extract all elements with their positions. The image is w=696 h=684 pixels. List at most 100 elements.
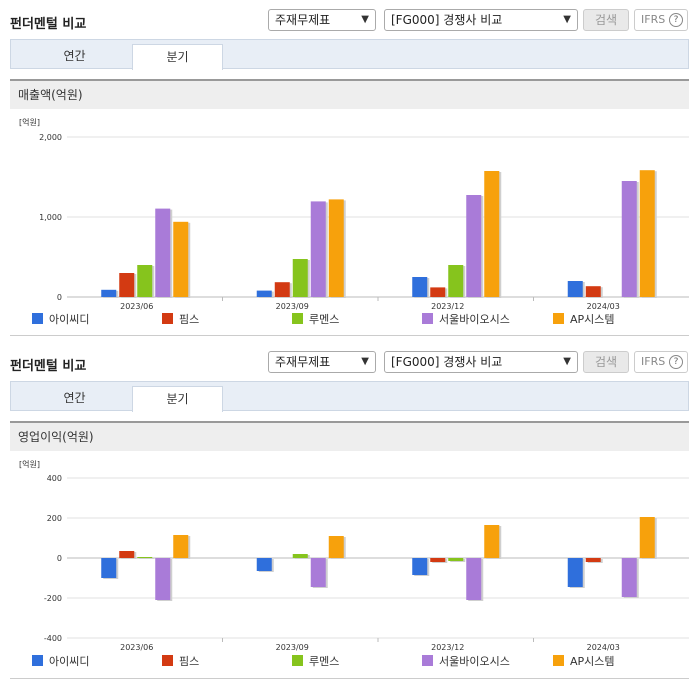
bar-2023-06-s1[interactable]	[119, 551, 135, 558]
legend-item[interactable]: 핌스	[162, 655, 199, 669]
search-button[interactable]: 검색	[583, 9, 629, 31]
period-tabs: 연간 분기	[10, 39, 689, 70]
bar-2023-06-s4[interactable]	[173, 535, 189, 558]
legend-swatch	[162, 655, 173, 666]
bar-2024-03-s0[interactable]	[567, 558, 583, 587]
bar-2023-12-s4[interactable]	[484, 525, 500, 558]
x-tick-label: 2023/09	[276, 302, 309, 311]
bar-2023-09-s3[interactable]	[310, 201, 326, 297]
chevron-down-icon: ▼	[361, 14, 369, 25]
legend-label: 서울바이오시스	[439, 655, 510, 668]
x-tick-label: 2023/12	[431, 302, 464, 311]
bar-2023-06-s0[interactable]	[101, 558, 117, 578]
bar-2023-06-s3[interactable]	[155, 208, 171, 297]
bar-2023-06-s1[interactable]	[119, 273, 135, 297]
bar-2023-12-s3[interactable]	[466, 195, 482, 297]
x-tick-label: 2023/09	[276, 643, 309, 652]
legend-swatch	[292, 313, 303, 324]
comparison-select-value: [FG000] 경쟁사 비교	[391, 355, 503, 369]
bar-2024-03-s4[interactable]	[639, 170, 655, 297]
bar-2023-06-s3[interactable]	[155, 558, 171, 600]
y-tick-label: -200	[44, 594, 62, 603]
bar-2023-12-s3[interactable]	[466, 558, 482, 600]
chart-legend: 아이씨디 핌스 루멘스 서울바이오시스 AP시스템	[10, 655, 689, 673]
bar-2024-03-s1[interactable]	[585, 558, 601, 562]
bar-2023-09-s0[interactable]	[256, 558, 272, 571]
x-tick-label: 2023/06	[120, 643, 153, 652]
legend-swatch	[422, 655, 433, 666]
tab-quarterly[interactable]: 분기	[132, 386, 223, 412]
legend-swatch	[553, 655, 564, 666]
statement-select-value: 주재무제표	[275, 355, 331, 369]
unit-label: [억원]	[19, 118, 40, 127]
bar-2024-03-s3[interactable]	[621, 181, 637, 297]
legend-item[interactable]: 루멘스	[292, 313, 339, 327]
bar-2023-12-s2[interactable]	[448, 265, 464, 297]
ifrs-button[interactable]: IFRS ?	[634, 351, 688, 373]
help-icon: ?	[669, 13, 683, 27]
panel-title: 펀더멘털 비교	[10, 17, 87, 32]
bar-2024-03-s4[interactable]	[639, 517, 655, 558]
bar-2023-06-s2[interactable]	[137, 557, 153, 558]
legend-item[interactable]: AP시스템	[553, 313, 615, 327]
tab-annual[interactable]: 연간	[63, 49, 86, 63]
comparison-select-value: [FG000] 경쟁사 비교	[391, 13, 503, 27]
bar-2023-09-s2[interactable]	[292, 259, 308, 297]
x-tick-label: 2024/03	[587, 302, 620, 311]
chevron-down-icon: ▼	[563, 14, 571, 25]
legend-item[interactable]: 서울바이오시스	[422, 655, 510, 669]
legend-item[interactable]: 루멘스	[292, 655, 339, 669]
bar-2023-12-s1[interactable]	[430, 558, 446, 562]
bar-2023-12-s4[interactable]	[484, 171, 500, 297]
unit-label: [억원]	[19, 460, 40, 469]
fundamental-panel-revenue: 펀더멘털 비교 주재무제표 ▼ [FG000] 경쟁사 비교 ▼ 검색 IFRS…	[10, 9, 689, 336]
legend-label: 루멘스	[309, 313, 340, 326]
legend-swatch	[32, 313, 43, 324]
ifrs-label: IFRS	[641, 355, 666, 368]
legend-label: 루멘스	[309, 655, 340, 668]
bar-2024-03-s3[interactable]	[621, 558, 637, 597]
statement-select[interactable]: 주재무제표 ▼	[268, 351, 376, 373]
bar-2023-09-s3[interactable]	[310, 558, 326, 587]
bar-2023-06-s4[interactable]	[173, 221, 189, 297]
legend-item[interactable]: AP시스템	[553, 655, 615, 669]
chart-header: 영업이익(억원)	[10, 421, 689, 451]
search-button[interactable]: 검색	[583, 351, 629, 373]
bar-2023-06-s2[interactable]	[137, 265, 153, 297]
y-tick-label: 0	[57, 554, 62, 563]
operating-profit-bar-chart: -400 -200 0 200 400 2023/06 2023/09 2023/12 2024…	[44, 474, 689, 652]
legend-swatch	[553, 313, 564, 324]
bar-2023-12-s2[interactable]	[448, 558, 464, 561]
bar-2023-09-s4[interactable]	[328, 199, 344, 297]
statement-select[interactable]: 주재무제표 ▼	[268, 9, 376, 31]
bar-2023-06-s0[interactable]	[101, 289, 117, 297]
bar-2023-12-s1[interactable]	[430, 287, 446, 297]
bar-2023-09-s2[interactable]	[292, 554, 308, 558]
bar-2023-12-s0[interactable]	[412, 558, 428, 575]
divider	[10, 678, 689, 679]
tab-annual[interactable]: 연간	[63, 391, 86, 405]
statement-select-value: 주재무제표	[275, 13, 331, 27]
bar-2024-03-s0[interactable]	[567, 281, 583, 297]
bar-2023-12-s0[interactable]	[412, 277, 428, 297]
divider	[10, 335, 689, 336]
chevron-down-icon: ▼	[563, 356, 571, 367]
ifrs-button[interactable]: IFRS ?	[634, 9, 688, 31]
legend-label: 아이씨디	[49, 655, 90, 668]
bar-2023-09-s1[interactable]	[274, 282, 290, 297]
legend-swatch	[162, 313, 173, 324]
bar-2024-03-s1[interactable]	[585, 286, 601, 297]
bar-2023-09-s0[interactable]	[256, 290, 272, 297]
tab-quarterly[interactable]: 분기	[132, 44, 223, 70]
legend-item[interactable]: 아이씨디	[32, 655, 89, 669]
panel-title: 펀더멘털 비교	[10, 359, 87, 374]
legend-item[interactable]: 서울바이오시스	[422, 313, 510, 327]
legend-item[interactable]: 아이씨디	[32, 313, 89, 327]
legend-label: 핌스	[179, 655, 200, 668]
x-tick-label: 2023/12	[431, 643, 464, 652]
legend-swatch	[32, 655, 43, 666]
comparison-select[interactable]: [FG000] 경쟁사 비교 ▼	[384, 9, 578, 31]
bar-2023-09-s4[interactable]	[328, 536, 344, 558]
comparison-select[interactable]: [FG000] 경쟁사 비교 ▼	[384, 351, 578, 373]
legend-item[interactable]: 핌스	[162, 313, 199, 327]
